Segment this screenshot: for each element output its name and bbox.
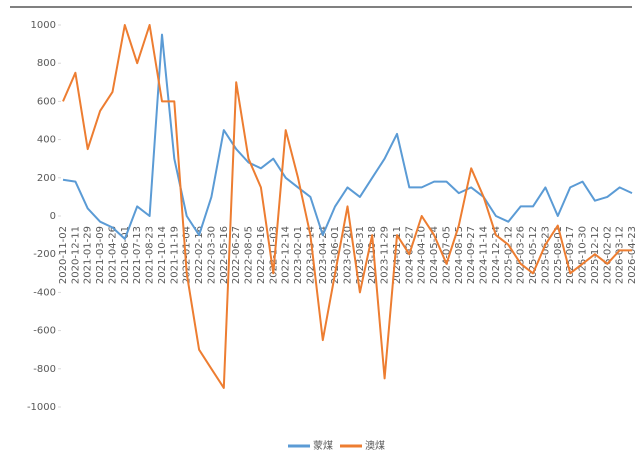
y-tick-label: 200 <box>37 173 56 184</box>
x-tick-label: 2021-03-09 <box>95 226 106 284</box>
x-tick-label: 2022-01-04 <box>182 226 193 284</box>
x-tick-label: 2023-03-14 <box>305 226 316 284</box>
x-tick-label: 2021-07-13 <box>132 226 143 284</box>
legend-label: 澳煤 <box>365 439 385 452</box>
x-tick-label: 2023-06-01 <box>330 226 341 284</box>
x-tick-label: 2020-12-11 <box>70 226 81 284</box>
x-tick-label: 2022-08-05 <box>244 226 255 284</box>
y-tick-label: 400 <box>37 135 56 146</box>
x-tick-label: 2022-09-16 <box>256 226 267 284</box>
x-tick-label: 2021-01-29 <box>83 226 94 284</box>
x-tick-label: 2025-03-26 <box>516 226 527 284</box>
x-tick-label: 2023-11-29 <box>380 226 391 284</box>
x-tick-label: 2025-02-12 <box>503 226 514 284</box>
legend-label: 蒙煤 <box>313 439 333 452</box>
x-tick-label: 2025-08-01 <box>553 226 564 284</box>
x-tick-label: 2024-09-27 <box>466 226 477 284</box>
x-tick-label: 2022-11-03 <box>268 226 279 284</box>
x-tick-label: 2021-08-23 <box>145 226 156 284</box>
x-tick-label: 2023-08-31 <box>355 226 366 284</box>
series-line <box>62 33 633 240</box>
x-tick-label: 2022-03-30 <box>206 226 217 284</box>
x-tick-label: 2021-10-14 <box>157 226 168 284</box>
x-tick-label: 2025-09-17 <box>565 226 576 284</box>
x-tick-label: 2024-02-27 <box>404 226 415 284</box>
x-tick-label: 2021-06-01 <box>120 226 131 284</box>
y-tick-label: 1000 <box>31 20 56 31</box>
x-tick-label: 2024-07-05 <box>441 226 452 284</box>
x-tick-label: 2024-04-10 <box>417 226 428 284</box>
x-tick-label: 2021-04-26 <box>107 226 118 284</box>
x-tick-label: 2022-12-14 <box>281 226 292 284</box>
y-tick-label: -400 <box>33 287 56 298</box>
x-tick-label: 2021-11-19 <box>169 226 180 284</box>
x-tick-label: 2022-06-27 <box>231 226 242 284</box>
x-tick-label: 2023-10-18 <box>367 226 378 284</box>
y-tick-label: -800 <box>33 364 56 375</box>
y-tick-label: -1000 <box>27 402 56 413</box>
y-tick-label: -600 <box>33 326 56 337</box>
x-tick-label: 2023-07-20 <box>343 226 354 284</box>
x-tick-label: 2025-06-23 <box>540 226 551 284</box>
x-tick-label: 2025-05-12 <box>528 226 539 284</box>
x-tick-label: 2024-11-14 <box>479 226 490 284</box>
x-tick-label: 2023-02-01 <box>293 226 304 284</box>
x-tick-label: 2020-11-02 <box>58 226 69 284</box>
y-tick-label: -200 <box>33 249 56 260</box>
x-tick-label: 2024-05-24 <box>429 226 440 284</box>
x-tick-label: 2026-03-12 <box>615 226 626 284</box>
y-tick-label: 600 <box>37 96 56 107</box>
y-tick-label: 0 <box>50 211 56 222</box>
x-tick-label: 2022-05-16 <box>219 226 230 284</box>
x-tick-label: 2024-01-11 <box>392 226 403 284</box>
y-tick-label: 800 <box>37 58 56 69</box>
x-tick-label: 2026-04-23 <box>627 226 635 284</box>
x-tick-label: 2024-12-24 <box>491 226 502 284</box>
x-tick-label: 2022-02-16 <box>194 226 205 284</box>
x-tick-label: 2026-02-02 <box>602 226 613 284</box>
x-tick-label: 2023-04-24 <box>318 226 329 284</box>
x-tick-label: 2024-08-15 <box>454 226 465 284</box>
x-tick-label: 2025-10-30 <box>578 226 589 284</box>
series-line <box>62 24 632 389</box>
